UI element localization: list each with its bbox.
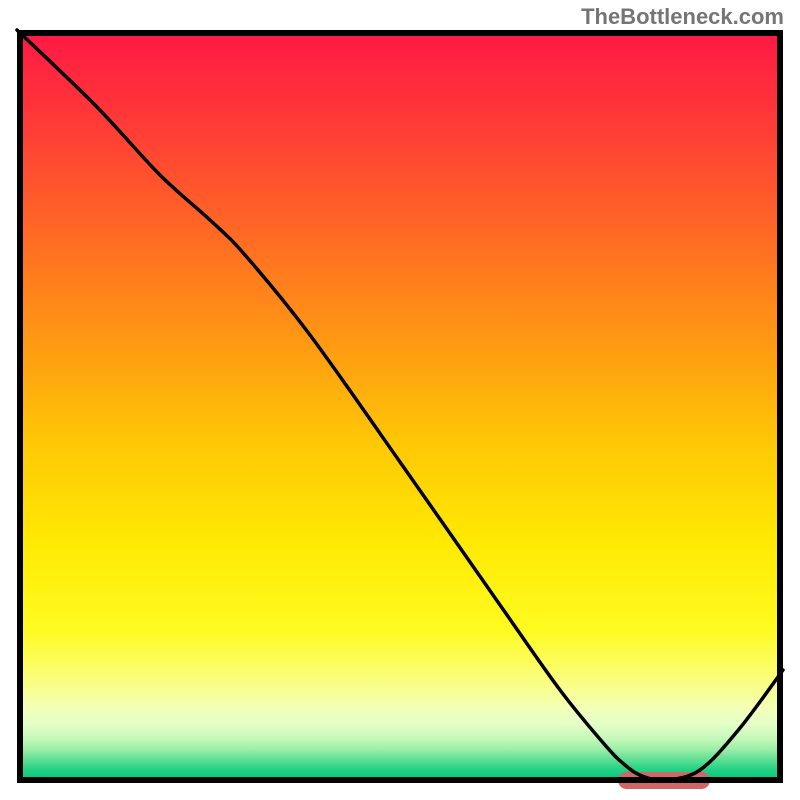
- attribution-text: TheBottleneck.com: [581, 4, 784, 30]
- bottleneck-chart: [0, 0, 800, 800]
- chart-container: TheBottleneck.com: [0, 0, 800, 800]
